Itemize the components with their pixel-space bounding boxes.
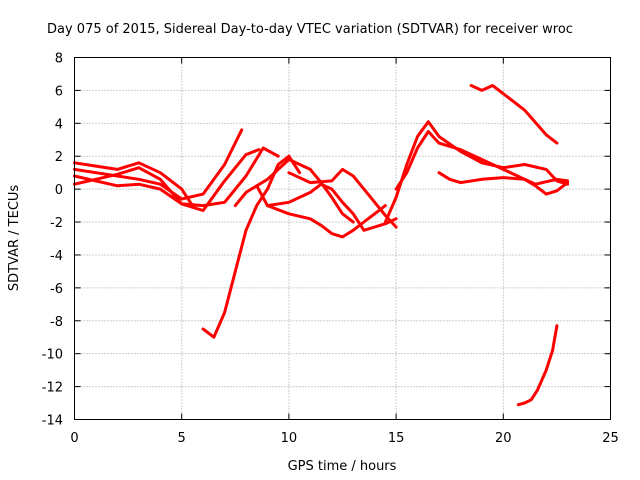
series-track-6 (233, 158, 355, 224)
x-tick-label: 5 (178, 431, 186, 446)
y-tick-label: 6 (55, 84, 63, 99)
x-tick-label: 25 (602, 431, 619, 446)
series-track-13 (469, 84, 559, 145)
y-tick-label: -10 (42, 348, 63, 363)
y-tick-label: 4 (55, 117, 63, 132)
x-tick-labels: 0 5 10 15 20 25 (70, 431, 618, 446)
grid (74, 57, 611, 420)
series-layer (73, 84, 570, 407)
y-tick-label: 8 (55, 52, 63, 67)
y-tick-label: -4 (50, 249, 63, 264)
plot-frame (74, 57, 611, 420)
series-track-11 (394, 130, 570, 196)
x-tick-label: 0 (70, 431, 78, 446)
series-track-9 (287, 167, 398, 229)
series-track-2 (73, 148, 261, 212)
chart-title: Day 075 of 2015, Sidereal Day-to-day VTE… (47, 22, 573, 37)
y-tick-label: -12 (42, 381, 63, 396)
series-track-5 (201, 154, 302, 339)
x-tick-label: 15 (388, 431, 405, 446)
y-tick-label: -8 (50, 315, 63, 330)
series-track-3 (73, 161, 194, 208)
y-tick-label: -14 (42, 414, 63, 429)
x-axis-label: GPS time / hours (288, 459, 397, 474)
y-tick-label: -6 (50, 282, 63, 297)
x-tick-label: 10 (281, 431, 298, 446)
series-track-14 (516, 324, 559, 407)
series-track-4 (73, 146, 280, 208)
series-track-8 (266, 182, 398, 232)
series-track-7 (255, 184, 387, 239)
y-tick-label: 0 (55, 183, 63, 198)
y-tick-label: 2 (55, 150, 63, 165)
series-track-1 (73, 128, 244, 201)
y-tick-label: -2 (50, 216, 63, 231)
y-tick-labels: 8 6 4 2 0 -2 -4 -6 -8 -10 -12 -14 (42, 52, 63, 429)
ticks (74, 57, 611, 420)
y-axis-label: SDTVAR / TECUs (7, 185, 22, 292)
series-track-12 (437, 171, 570, 186)
series-track-10 (383, 120, 570, 224)
x-tick-label: 20 (495, 431, 512, 446)
